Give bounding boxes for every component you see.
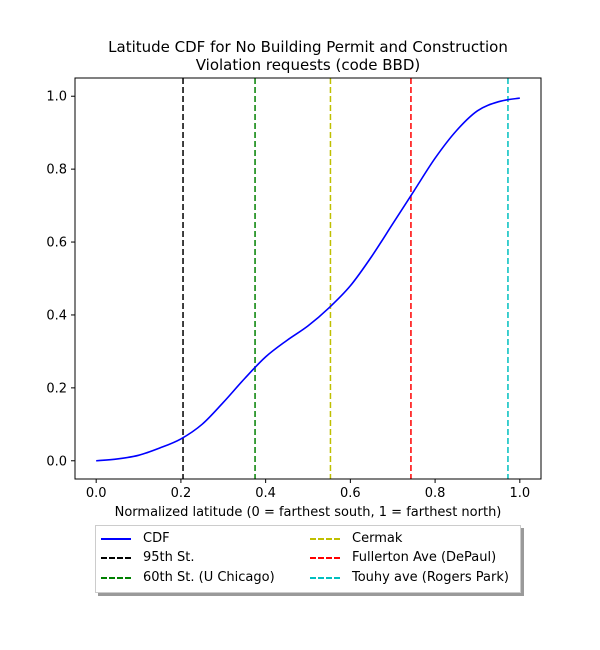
x-tick-label: 0.6 — [340, 486, 361, 501]
x-tick-label: 0.8 — [425, 486, 446, 501]
y-tick-label: 0.4 — [46, 308, 67, 323]
y-tick-label: 0.2 — [46, 381, 67, 396]
legend-label-fullerton: Fullerton Ave (DePaul) — [352, 550, 497, 565]
legend-label-95th-st: 95th St. — [143, 550, 195, 565]
y-tick-label: 0.6 — [46, 236, 67, 251]
x-tick-label: 0.0 — [86, 486, 107, 501]
y-tick-label: 0.0 — [46, 454, 67, 469]
legend-swatch-cermak — [310, 538, 340, 540]
legend-swatch-touhy — [310, 577, 340, 579]
legend: CDF 95th St. 60th St. (U Chicago) Cermak… — [95, 525, 521, 593]
legend-label-cdf: CDF — [143, 531, 170, 546]
x-tick-label: 1.0 — [509, 486, 530, 501]
series-line-cdf — [96, 97, 520, 462]
x-tick-label: 0.2 — [171, 486, 192, 501]
chart-title-line-2: Violation requests (code BBD) — [195, 56, 421, 74]
legend-label-touhy: Touhy ave (Rogers Park) — [352, 570, 509, 585]
x-tick-label: 0.4 — [255, 486, 276, 501]
y-tick-label: 0.8 — [46, 163, 67, 178]
legend-label-60th-st: 60th St. (U Chicago) — [143, 570, 275, 585]
plot-area-frame — [74, 77, 542, 480]
legend-swatch-fullerton — [310, 557, 340, 559]
vertical-lines — [182, 78, 509, 479]
axis-ticks: 0.0 0.2 0.4 0.6 0.8 1.0 0.0 0.2 0.4 0.6 0.8 1.0 — [46, 90, 530, 501]
x-axis-label: Normalized latitude (0 = farthest south,… — [114, 505, 502, 520]
series-lines — [96, 97, 520, 462]
legend-label-cermak: Cermak — [352, 531, 403, 546]
chart-title-line-1: Latitude CDF for No Building Permit and … — [108, 38, 508, 56]
y-tick-label: 1.0 — [46, 90, 67, 105]
legend-swatch-95th-st — [101, 557, 131, 559]
legend-swatch-cdf — [101, 538, 131, 540]
legend-swatch-60th-st — [101, 577, 131, 579]
